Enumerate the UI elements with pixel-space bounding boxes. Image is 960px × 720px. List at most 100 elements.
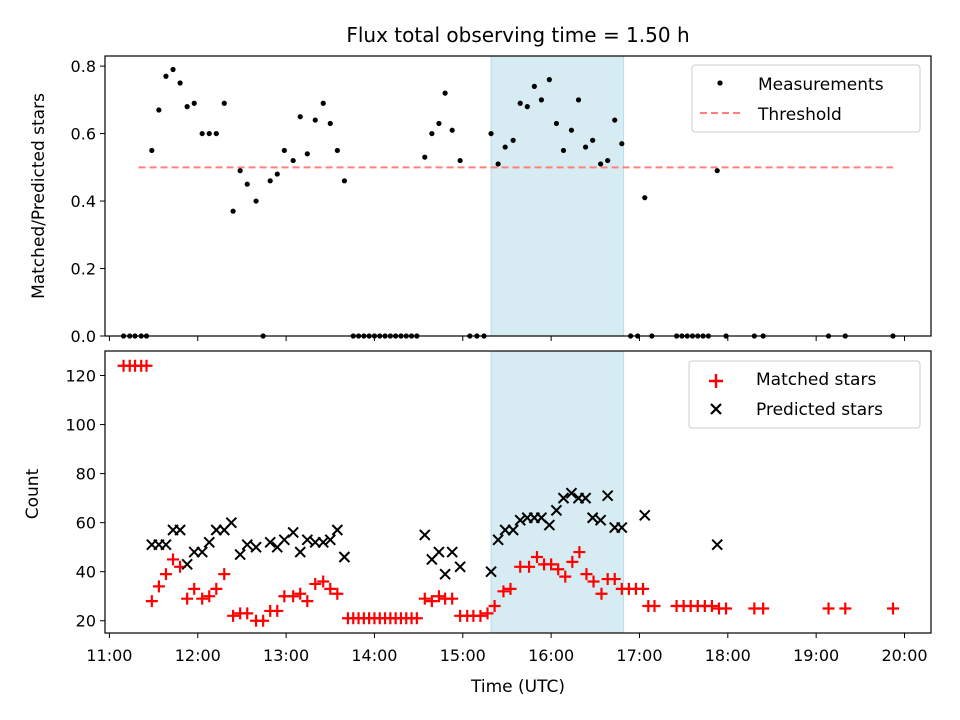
predicted-stars-point [174,524,186,536]
matched-stars-point [648,600,661,613]
predicted-stars-point [250,541,262,553]
y-tick-label: 20 [76,612,96,631]
measurement-point [199,130,205,137]
measurement-point [290,157,296,164]
measurement-point [575,97,582,103]
matched-stars-point [309,577,322,590]
measurement-point [320,100,326,106]
matched-stars-point [317,575,330,588]
predicted-stars-point [338,551,351,563]
measurement-point [457,157,463,164]
matched-stars-point [481,607,494,620]
measurement-point [612,117,618,123]
matched-stars-point [188,582,201,595]
measurement-point [642,195,648,201]
y-tick-label: 80 [76,465,96,484]
matched-stars-point [331,587,344,600]
predicted-stars-point [711,539,723,551]
measurement-point [334,147,340,154]
measurement-point [253,198,259,204]
matched-stars-point [545,558,558,571]
y-tick-label: 40 [76,563,96,582]
measurement-point [281,147,287,154]
matched-stars-point [720,602,733,615]
legend-matched-label: Matched stars [756,370,876,390]
predicted-stars-point [234,548,246,561]
predicted-stars-point [160,539,172,551]
matched-stars-point [608,573,621,586]
measurement-point [502,144,508,150]
predicted-stars-point [616,521,628,534]
measurement-point [546,77,552,83]
measurement-point [582,144,589,150]
matched-stars-point [218,568,231,581]
matched-stars-point [152,580,165,593]
y-tick-label: 0.2 [71,260,96,279]
measurement-point [312,117,318,123]
matched-stars-point [425,595,438,608]
matched-stars-point [167,553,180,566]
matched-stars-point [566,555,579,568]
x-tick-label: 19:00 [793,646,839,665]
predicted-stars-point [586,512,599,524]
predicted-stars-point [241,539,253,551]
predicted-stars-point [181,558,193,571]
top-legend: Measurements Threshold [691,64,921,133]
matched-stars-point [145,595,158,608]
legend-matched-marker [709,374,723,388]
x-tick-label: 18:00 [705,646,751,665]
predicted-stars-point [579,492,592,504]
measurement-point [436,120,442,127]
x-tick-label: 13:00 [263,646,309,665]
y-tick-label: 100 [65,416,96,435]
predicted-stars-point [331,524,344,536]
predicted-stars-point [514,514,526,526]
predicted-stars-point [557,492,570,504]
matched-stars-point [271,604,284,617]
predicted-stars-point [550,504,563,517]
measurement-point [619,141,625,147]
matched-stars-point [432,590,445,603]
measurement-point [191,100,197,106]
matched-stars-point [822,602,835,615]
legend-predicted-marker [710,403,722,415]
x-axis-label: Time (UTC) [470,677,565,697]
measurement-point [517,100,523,106]
legend-measurements-label: Measurements [758,75,884,95]
bottom-legend: Matched stars Predicted stars [688,360,921,429]
measurement-point [149,147,155,154]
measurement-point [184,104,190,110]
matched-stars-point [587,575,600,588]
measurement-point [524,104,530,110]
matched-stars-point [287,590,300,603]
predicted-stars-point [454,561,466,573]
measurement-point [488,130,494,137]
matched-stars-point [159,568,172,581]
matched-stars-point [497,585,510,598]
predicted-stars-point [225,516,238,529]
matched-stars-point [573,546,586,559]
matched-stars-point [552,563,565,576]
measurement-point [495,161,501,167]
measurement-point [449,127,455,133]
axes-frame [104,55,932,337]
measurement-point [538,97,545,103]
axes-frame [104,350,932,634]
predicted-stars-point [439,568,451,580]
predicted-stars-point [446,546,458,558]
y-tick-label: 0.4 [71,192,96,211]
matched-stars-point [637,582,650,595]
x-tick-label: 11:00 [86,646,132,665]
bottom-y-axis-label: Count [23,468,43,519]
predicted-stars-point [317,536,329,548]
chart-title: Flux total observing time = 1.50 h [346,23,689,47]
measurement-point [213,130,219,137]
measurement-point [429,130,435,137]
predicted-stars-point [594,514,607,526]
matched-stars-point [705,600,718,613]
measurement-point [156,107,162,113]
matched-stars-point [580,568,593,581]
matched-stars-point [504,582,517,595]
predicted-stars-point [485,565,497,578]
matched-stars-point [418,592,431,605]
